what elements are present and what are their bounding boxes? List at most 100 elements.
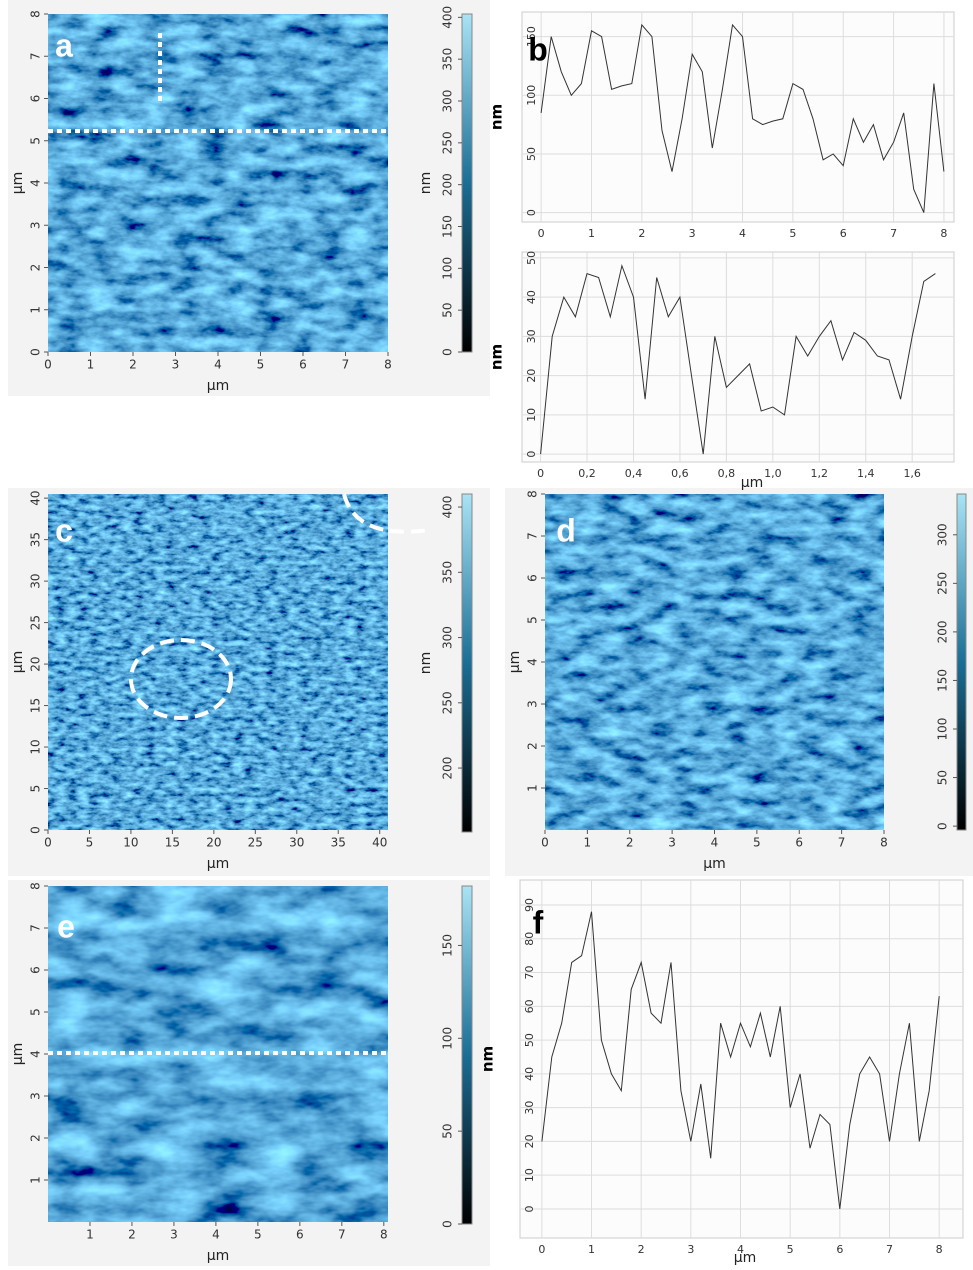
y-axis-label: nm: [488, 344, 506, 370]
x-axis-label: µm: [703, 856, 726, 872]
y-tick-label: 25: [29, 615, 43, 630]
y-tick-label: 5: [29, 137, 43, 145]
y-tick-label: 20: [29, 656, 43, 671]
x-tick-label: 1: [87, 358, 95, 372]
plot-area: [521, 251, 955, 463]
y-tick-label: 40: [29, 491, 43, 506]
colorbar-label: nm: [418, 652, 434, 675]
y-tick-label: 0: [29, 826, 43, 834]
x-tick-label: 7: [342, 358, 350, 372]
colorbar-tick-label: 150: [936, 669, 950, 692]
y-tick-label: 7: [29, 924, 43, 932]
x-tick-label: 7: [890, 227, 897, 240]
x-tick-label: 8: [936, 1243, 943, 1256]
x-tick-label: 0: [537, 467, 544, 480]
y-tick-label: 5: [29, 785, 43, 793]
x-tick-label: 3: [668, 836, 676, 850]
colorbar-tick-label: 200: [441, 757, 455, 780]
x-tick-label: 3: [689, 227, 696, 240]
x-axis-label: µm: [207, 856, 230, 872]
x-tick-label: 2: [129, 358, 137, 372]
colorbar-tick-label: 250: [441, 691, 455, 714]
colorbar-tick-label: 0: [936, 822, 950, 830]
panel-label: a: [55, 27, 73, 63]
y-tick-label: 2: [29, 1134, 43, 1142]
annotations: [48, 33, 431, 1055]
x-tick-label: 6: [840, 227, 847, 240]
y-tick-label: 0: [525, 451, 538, 458]
y-tick-label: 1: [29, 306, 43, 314]
x-tick-label: 3: [687, 1243, 694, 1256]
x-tick-label: 1,6: [903, 467, 921, 480]
y-tick-label: 15: [29, 698, 43, 713]
y-tick-label: 50: [525, 251, 538, 265]
x-tick-label: 1: [588, 227, 595, 240]
colorbar-tick-label: 350: [441, 561, 455, 584]
y-tick-label: 20: [525, 369, 538, 383]
x-tick-label: 1,4: [857, 467, 875, 480]
x-tick-label: 6: [296, 1228, 304, 1242]
colorbar-tick-label: 200: [441, 173, 455, 196]
profile-line: [540, 23, 945, 213]
x-tick-label: 7: [838, 836, 846, 850]
x-tick-label: 5: [257, 358, 265, 372]
y-axis-label: µm: [10, 172, 26, 195]
y-axis-label: nm: [488, 104, 506, 130]
x-tick-label: 0: [538, 227, 545, 240]
charts: 0 1 2 3 4 5 6 7 8012345678µmµm050100150200250300…: [10, 6, 967, 1266]
colorbar-tick-label: 0: [441, 348, 455, 356]
x-tick-label: 3: [170, 1228, 178, 1242]
y-tick-label: 6: [29, 966, 43, 974]
y-tick-label: 20: [523, 1134, 536, 1148]
y-tick-label: 4: [29, 1050, 43, 1058]
x-tick-label: 4: [737, 1243, 744, 1256]
y-tick-label: 90: [523, 898, 536, 912]
y-tick-label: 1: [29, 1176, 43, 1184]
y-tick-label: 4: [29, 179, 43, 187]
y-tick-label: 1: [526, 784, 540, 792]
x-tick-label: 0: [541, 836, 549, 850]
colorbar-tick-label: 100: [936, 718, 950, 741]
y-tick-label: 3: [29, 221, 43, 229]
x-tick-label: 0: [538, 1243, 545, 1256]
y-tick-label: 100: [525, 85, 538, 106]
x-tick-label: 8: [940, 227, 947, 240]
x-tick-label: 7: [338, 1228, 346, 1242]
y-tick-label: 5: [526, 616, 540, 624]
x-tick-label: 25: [248, 836, 263, 850]
y-tick-label: 40: [523, 1067, 536, 1081]
colorbar-tick-label: 300: [441, 90, 455, 113]
x-tick-label: 8: [380, 1228, 388, 1242]
colorbar-tick-label: 350: [441, 48, 455, 71]
x-tick-label: 0,2: [578, 467, 596, 480]
x-tick-label: 5: [86, 836, 94, 850]
x-tick-label: 5: [789, 227, 796, 240]
panel-label: e: [57, 908, 75, 944]
y-tick-label: 5: [29, 1008, 43, 1016]
y-tick-label: 60: [523, 999, 536, 1013]
colorbar-label: nm: [418, 172, 434, 195]
colorbar-tick-label: 50: [936, 770, 950, 785]
y-tick-label: 0: [29, 348, 43, 356]
x-tick-label: 6: [299, 358, 307, 372]
x-tick-label: 5: [254, 1228, 262, 1242]
colorbar-tick-label: 200: [936, 620, 950, 643]
panel-label: d: [556, 512, 576, 548]
profile-line: [541, 911, 940, 1210]
y-tick-label: 6: [29, 95, 43, 103]
x-tick-label: 35: [331, 836, 346, 850]
x-tick-label: 0: [44, 836, 52, 850]
x-axis-label: µm: [207, 1248, 230, 1264]
x-tick-label: 8: [880, 836, 888, 850]
x-axis-label: µm: [734, 1250, 757, 1266]
y-tick-label: 30: [525, 329, 538, 343]
x-axis-label: µm: [741, 475, 764, 491]
panel-label: c: [55, 512, 73, 548]
colorbar-tick-label: 150: [441, 215, 455, 238]
x-tick-label: 20: [206, 836, 221, 850]
y-tick-label: 8: [526, 490, 540, 498]
colorbar: [461, 13, 473, 353]
x-tick-label: 0,6: [671, 467, 689, 480]
afm-image: [48, 494, 388, 830]
